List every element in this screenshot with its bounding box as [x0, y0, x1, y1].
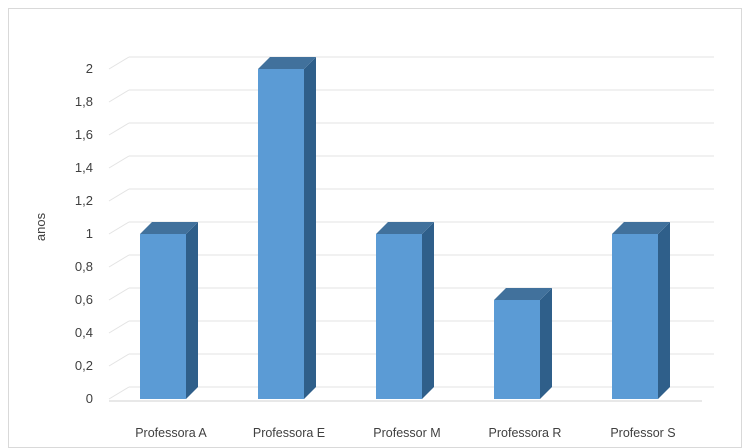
gridline-depth [108, 56, 130, 70]
chart-frame: 0 0,2 0,4 0,6 0,8 1 1,2 1,4 1,6 1,8 2 anos Professor… [8, 8, 742, 448]
bar-side [658, 222, 670, 399]
x-category-label: Professor S [610, 426, 675, 440]
y-tick-label: 1,8 [75, 94, 93, 109]
gridline-depth [108, 386, 130, 400]
gridline-depth [108, 188, 130, 202]
gridline-depth [108, 221, 130, 235]
y-tick-label: 0,4 [75, 325, 93, 340]
y-tick-label: 0,8 [75, 259, 93, 274]
gridline-depth [108, 320, 130, 334]
y-tick-label: 1,6 [75, 127, 93, 142]
bar-side [422, 222, 434, 399]
y-tick-label: 1 [86, 226, 93, 241]
x-category-label: Professora R [489, 426, 562, 440]
y-tick-label: 1,2 [75, 193, 93, 208]
y-tick-label: 1,4 [75, 160, 93, 175]
bar-top [258, 57, 316, 69]
gridline-depth [108, 254, 130, 268]
bar-chart: 0 0,2 0,4 0,6 0,8 1 1,2 1,4 1,6 1,8 2 anos Professor… [33, 56, 714, 440]
bar [494, 300, 540, 399]
bar-side [304, 57, 316, 399]
bar-top [376, 222, 434, 234]
y-tick-label: 0,2 [75, 358, 93, 373]
y-tick-label: 2 [86, 61, 93, 76]
bar [612, 234, 658, 399]
y-tick-label: 0,6 [75, 292, 93, 307]
bar-side [186, 222, 198, 399]
bar [140, 234, 186, 399]
y-tick-label: 0 [86, 391, 93, 406]
x-category-label: Professora A [135, 426, 207, 440]
gridline-depth [108, 287, 130, 301]
gridline-depth [108, 122, 130, 136]
bar [258, 69, 304, 399]
bar-side [540, 288, 552, 399]
gridline-depth [108, 89, 130, 103]
x-category-label: Professora E [253, 426, 325, 440]
x-category-label: Professor M [373, 426, 440, 440]
bar [376, 234, 422, 399]
gridline-depth [108, 155, 130, 169]
gridline-depth [108, 353, 130, 367]
bar-top [612, 222, 670, 234]
bar-top [140, 222, 198, 234]
bar-top [494, 288, 552, 300]
y-axis-title: anos [33, 212, 48, 241]
